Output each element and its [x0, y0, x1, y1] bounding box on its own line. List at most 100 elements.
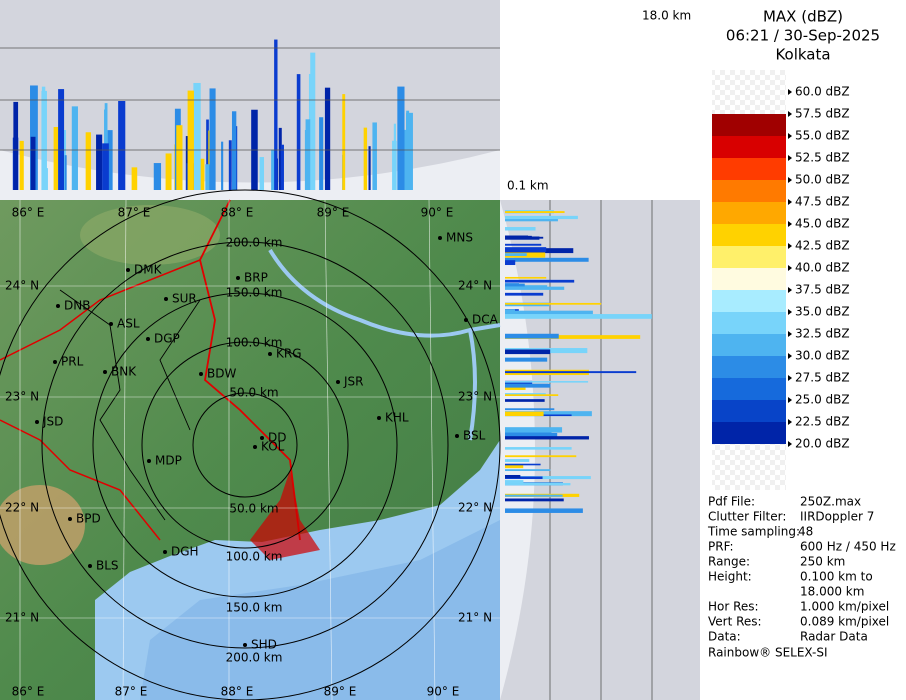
echo-bar — [505, 508, 583, 513]
info-value: Radar Data — [800, 630, 868, 644]
echo-bar — [505, 427, 562, 432]
city-label: KRG — [276, 347, 302, 361]
lon-label: 90° E — [421, 206, 454, 220]
city-dot — [164, 297, 168, 301]
echo-bar — [505, 219, 558, 222]
legend-label: 30.0 dBZ — [795, 349, 850, 363]
echo-bar — [505, 394, 558, 396]
city-dot — [53, 360, 57, 364]
echo-bar — [310, 53, 315, 190]
legend-label: 20.0 dBZ — [795, 437, 850, 451]
echo-bar — [505, 309, 515, 312]
info-label: PRF: — [708, 540, 734, 554]
legend-swatch — [712, 334, 786, 356]
echo-bar — [72, 106, 78, 190]
city-label: BDW — [207, 367, 236, 381]
lon-label: 90° E — [427, 685, 460, 699]
info-value: 0.089 km/pixel — [800, 615, 889, 629]
city-label: ASL — [117, 317, 140, 331]
info-value: 250 km — [800, 555, 845, 569]
info-label: Vert Res: — [708, 615, 762, 629]
legend-swatch — [712, 224, 786, 246]
city-dot — [35, 420, 39, 424]
lon-label: 89° E — [317, 206, 350, 220]
echo-bar — [505, 483, 570, 485]
echo-bar — [13, 102, 18, 190]
city-label: BPD — [76, 512, 101, 526]
lat-label: 21° N — [458, 611, 492, 625]
city-dot — [243, 643, 247, 647]
echo-bar — [505, 211, 565, 213]
echo-bar — [505, 469, 550, 471]
top-height-label: 18.0 km — [642, 9, 691, 23]
echo-bar — [364, 128, 367, 190]
city-label: MDP — [155, 454, 182, 468]
echo-bar — [86, 132, 91, 190]
info-value: 1.000 km/pixel — [800, 600, 889, 614]
range-label: 150.0 km — [226, 286, 283, 300]
echo-bar — [505, 447, 572, 450]
echo-bar — [221, 142, 223, 190]
echo-bar — [505, 280, 574, 283]
echo-bar — [505, 465, 523, 468]
echo-bar — [505, 358, 547, 362]
echo-bar — [505, 408, 554, 410]
echo-bar — [54, 127, 58, 190]
echo-bar — [505, 284, 525, 287]
city-dot — [253, 445, 257, 449]
range-label: 100.0 km — [226, 550, 283, 564]
echo-bar — [43, 164, 46, 190]
legend-label: 25.0 dBZ — [795, 393, 850, 407]
echo-bar — [505, 433, 557, 437]
lat-label: 24° N — [5, 279, 39, 293]
echo-bar — [58, 89, 64, 190]
lon-label: 89° E — [324, 685, 357, 699]
info-label: Range: — [708, 555, 750, 569]
info-label: Pdf File: — [708, 495, 755, 509]
echo-bar — [505, 253, 527, 256]
legend-swatch — [712, 312, 786, 334]
legend-label: 55.0 dBZ — [795, 129, 850, 143]
info-value: 0.100 km to — [800, 570, 873, 584]
echo-bar — [118, 101, 125, 190]
legend-swatch — [712, 202, 786, 224]
info-value: IIRDoppler 7 — [800, 510, 874, 524]
legend-swatch — [712, 246, 786, 268]
legend-label: 27.5 dBZ — [795, 371, 850, 385]
city-dot — [88, 564, 92, 568]
echo-bar — [505, 349, 550, 354]
city-dot — [464, 318, 468, 322]
info-value: 600 Hz / 450 Hz — [800, 540, 896, 554]
city-dot — [199, 372, 203, 376]
echo-bar — [505, 303, 601, 305]
city-label: JSR — [343, 375, 364, 389]
city-label: DGH — [171, 545, 199, 559]
echo-bar — [505, 237, 543, 239]
echo-bar — [505, 436, 589, 439]
echo-bar — [505, 244, 541, 246]
echo-bar — [176, 125, 182, 190]
city-label: BSL — [463, 429, 486, 443]
lon-label: 86° E — [12, 206, 45, 220]
legend-swatch — [712, 422, 786, 444]
info-value: 250Z.max — [800, 495, 861, 509]
info-value: 18.000 km — [800, 585, 864, 599]
city-dot — [109, 322, 113, 326]
city-label: SUR — [172, 292, 197, 306]
legend-label: 47.5 dBZ — [795, 195, 850, 209]
echo-bar — [505, 464, 541, 466]
lon-label: 87° E — [118, 206, 151, 220]
echo-bar — [281, 145, 284, 190]
lat-label: 23° N — [5, 390, 39, 404]
lat-label: 22° N — [5, 501, 39, 515]
city-dot — [268, 352, 272, 356]
range-label: 50.0 km — [229, 502, 278, 516]
lat-label: 22° N — [458, 501, 492, 515]
echo-bar — [319, 117, 323, 190]
city-dot — [126, 268, 130, 272]
echo-bar — [505, 475, 520, 478]
echo-bar — [505, 498, 564, 501]
info-label: Data: — [708, 630, 741, 644]
city-dot — [438, 236, 442, 240]
